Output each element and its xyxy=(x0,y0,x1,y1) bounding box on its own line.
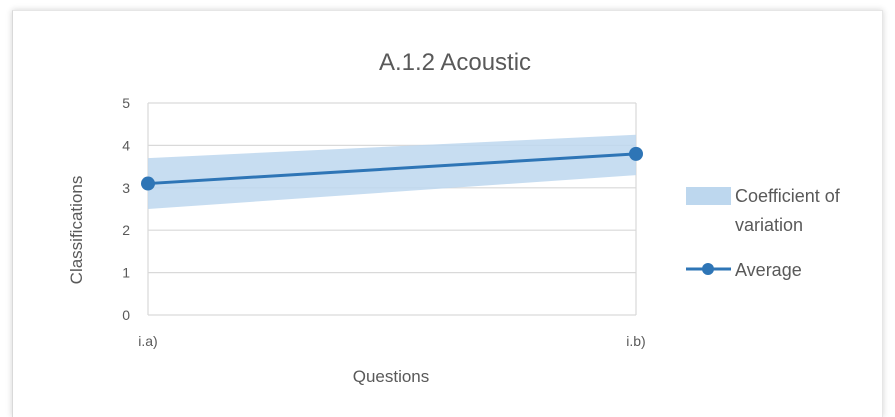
y-tick-0: 0 xyxy=(122,307,130,323)
gridlines xyxy=(147,102,637,316)
y-tick-2: 2 xyxy=(122,222,130,238)
legend-band-label-line2: variation xyxy=(735,215,803,235)
legend-marker-swatch xyxy=(702,263,714,275)
y-tick-labels: 0 1 2 3 4 5 xyxy=(122,95,130,323)
legend-band-label-line1: Coefficient of xyxy=(735,186,841,206)
y-tick-3: 3 xyxy=(122,180,130,196)
y-axis-label: Classifications xyxy=(67,176,86,285)
average-point-2 xyxy=(629,146,643,161)
y-tick-5: 5 xyxy=(122,95,130,111)
x-tick-labels: i.a) i.b) xyxy=(138,333,645,349)
average-point-1 xyxy=(141,176,155,191)
x-tick-2: i.b) xyxy=(626,333,645,349)
average-line xyxy=(147,152,637,186)
legend-average-label: Average xyxy=(735,260,802,280)
variation-band xyxy=(148,134,636,209)
legend-band-swatch xyxy=(686,187,731,205)
average-line-layer xyxy=(141,146,643,191)
variation-band-layer xyxy=(148,134,636,209)
legend: Coefficient of variation Average xyxy=(686,186,841,280)
chart-frame xyxy=(12,10,883,417)
y-tick-1: 1 xyxy=(122,265,130,281)
chart-title: A.1.2 Acoustic xyxy=(379,49,531,76)
x-tick-1: i.a) xyxy=(138,333,157,349)
x-axis-label: Questions xyxy=(353,367,430,386)
y-tick-4: 4 xyxy=(122,137,130,153)
